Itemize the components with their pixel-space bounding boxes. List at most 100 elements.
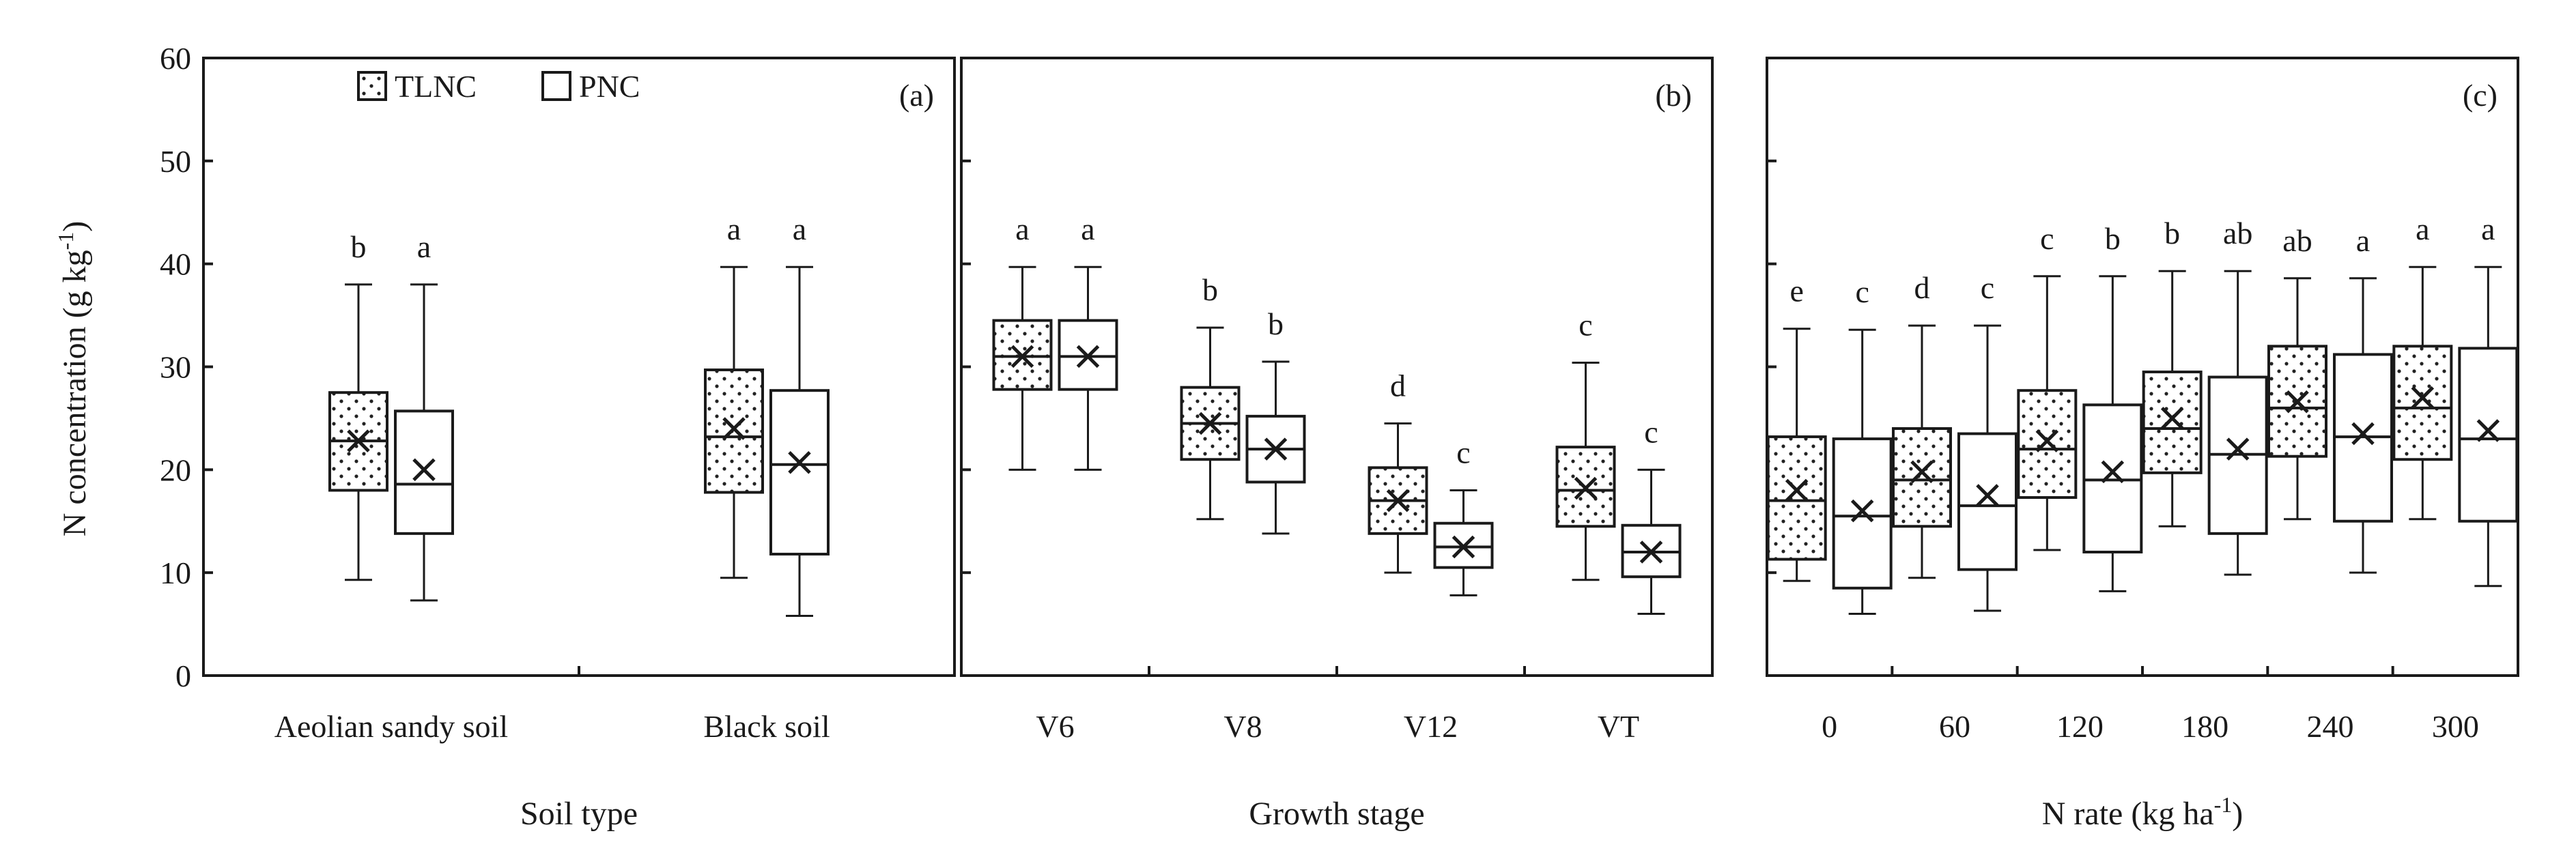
box-tlnc-b-2: d (1368, 368, 1428, 574)
box-tlnc-c-5: a (2392, 212, 2453, 521)
significance-letter: b (2164, 216, 2180, 250)
mean-marker-b (1198, 411, 1222, 435)
mean-marker-b (412, 458, 436, 482)
significance-letter: c (1644, 414, 1658, 449)
panel-label-b: (b) (1655, 78, 1692, 113)
legend: TLNC PNC (357, 69, 640, 104)
x-tick-label-c: 120 (2056, 709, 2104, 744)
x-tick-label-a: Aeolian sandy soil (274, 709, 508, 744)
legend-label-pnc: PNC (579, 69, 640, 104)
mean-marker-b (722, 417, 746, 440)
x-axis-title-c-main: N rate (kg ha (2042, 796, 2214, 832)
significance-letter: ab (2223, 216, 2252, 250)
significance-letter: b (1268, 306, 1284, 341)
significance-letter: c (1579, 307, 1592, 342)
significance-letter: c (2040, 221, 2054, 256)
y-tick-label: 60 (160, 41, 191, 76)
significance-letter: d (1390, 368, 1406, 403)
significance-letter: a (727, 212, 741, 246)
box-iqr (1832, 437, 1893, 590)
box-pnc-c-2: b (2082, 221, 2143, 592)
box-tlnc-c-4: ab (2267, 223, 2327, 521)
box-tlnc-b-3: c (1555, 307, 1616, 581)
x-axis-title-b: Growth stage (1249, 796, 1424, 832)
box-pnc-b-2: c (1433, 435, 1494, 596)
box-pnc-c-0: c (1832, 274, 1893, 615)
box-iqr (394, 409, 454, 535)
mean-marker-b (1785, 478, 1809, 502)
mean-marker-b (2101, 460, 2125, 484)
box-tlnc-b-1: b (1180, 272, 1241, 521)
legend-swatch-tlnc (357, 71, 387, 101)
x-tick-label-b: V8 (1223, 709, 1262, 744)
box-tlnc-a-1: a (704, 212, 764, 579)
mean-marker-b (1264, 437, 1288, 461)
box-iqr (1766, 435, 1827, 561)
box-tlnc-c-0: e (1766, 274, 1827, 582)
significance-letter: b (351, 229, 367, 264)
box-pnc-b-1: b (1245, 306, 1306, 535)
mean-marker-b (1386, 489, 1410, 512)
mean-marker-b (1010, 345, 1034, 368)
x-axis-title-a: Soil type (520, 796, 638, 832)
mean-marker-b (2160, 407, 2184, 430)
mean-marker-b (2286, 390, 2309, 414)
panel-label-c: (c) (2463, 78, 2497, 113)
significance-letter: b (1202, 272, 1218, 307)
box-pnc-b-3: c (1621, 414, 1682, 615)
significance-letter: d (1914, 270, 1930, 305)
box-pnc-c-1: c (1957, 270, 2018, 612)
mean-marker-b (1850, 499, 1874, 523)
mean-marker-b (2226, 437, 2250, 461)
significance-letter: c (1981, 270, 1994, 305)
mean-marker-b (347, 429, 370, 452)
box-tlnc-b-0: a (992, 212, 1053, 471)
significance-letter: b (2105, 221, 2121, 256)
box-iqr (2392, 345, 2453, 461)
significance-letter: a (1015, 212, 1029, 246)
y-axis-title-main: N concentration (g kg (57, 250, 93, 536)
box-pnc-c-5: a (2458, 212, 2519, 588)
mean-marker-b (2411, 386, 2435, 409)
x-axis-title-c: N rate (kg ha-1) (2042, 792, 2244, 832)
y-tick-label: 0 (175, 659, 191, 693)
box-iqr (2142, 371, 2203, 474)
box-tlnc-a-0: b (328, 229, 388, 581)
y-axis-title-sup: -1 (53, 232, 78, 250)
legend-label-tlnc: TLNC (395, 69, 477, 104)
panel-b: (b) V6 a a V8 b b V12 d c VT c c (960, 57, 1714, 744)
significance-letter: a (2416, 212, 2429, 246)
significance-letter: a (793, 212, 806, 246)
y-axis-title-close: ) (57, 221, 93, 232)
mean-marker-b (1574, 476, 1598, 500)
mean-marker-b (1076, 345, 1100, 368)
mean-marker-b (1452, 535, 1475, 559)
box-pnc-a-0: a (394, 229, 454, 602)
x-axis-title-c-sup: -1 (2214, 792, 2233, 817)
significance-letter: a (2356, 223, 2370, 258)
box-iqr (704, 368, 764, 494)
box-tlnc-c-2: c (2017, 221, 2078, 551)
box-pnc-c-4: a (2333, 223, 2393, 574)
mean-marker-b (2476, 419, 2500, 442)
box-iqr (1957, 432, 2018, 571)
y-tick-label: 10 (160, 555, 191, 590)
y-tick-label: 40 (160, 247, 191, 282)
box-tlnc-c-3: b (2142, 216, 2203, 527)
panel-label-a: (a) (899, 78, 934, 113)
y-axis-title: N concentration (g kg-1) (53, 221, 93, 537)
significance-letter: e (1789, 274, 1803, 308)
x-tick-label-b: VT (1598, 709, 1639, 744)
x-tick-label-b: V6 (1036, 709, 1074, 744)
mean-marker-b (1910, 460, 1934, 484)
box-pnc-b-0: a (1058, 212, 1118, 471)
x-axis-title-c-close: ) (2232, 796, 2243, 832)
box-iqr (2458, 347, 2519, 523)
x-tick-label-c: 180 (2181, 709, 2228, 744)
box-iqr (2017, 389, 2078, 500)
x-tick-label-c: 240 (2307, 709, 2354, 744)
mean-marker-b (788, 451, 811, 474)
y-tick-label: 20 (160, 452, 191, 487)
significance-letter: a (1081, 212, 1094, 246)
